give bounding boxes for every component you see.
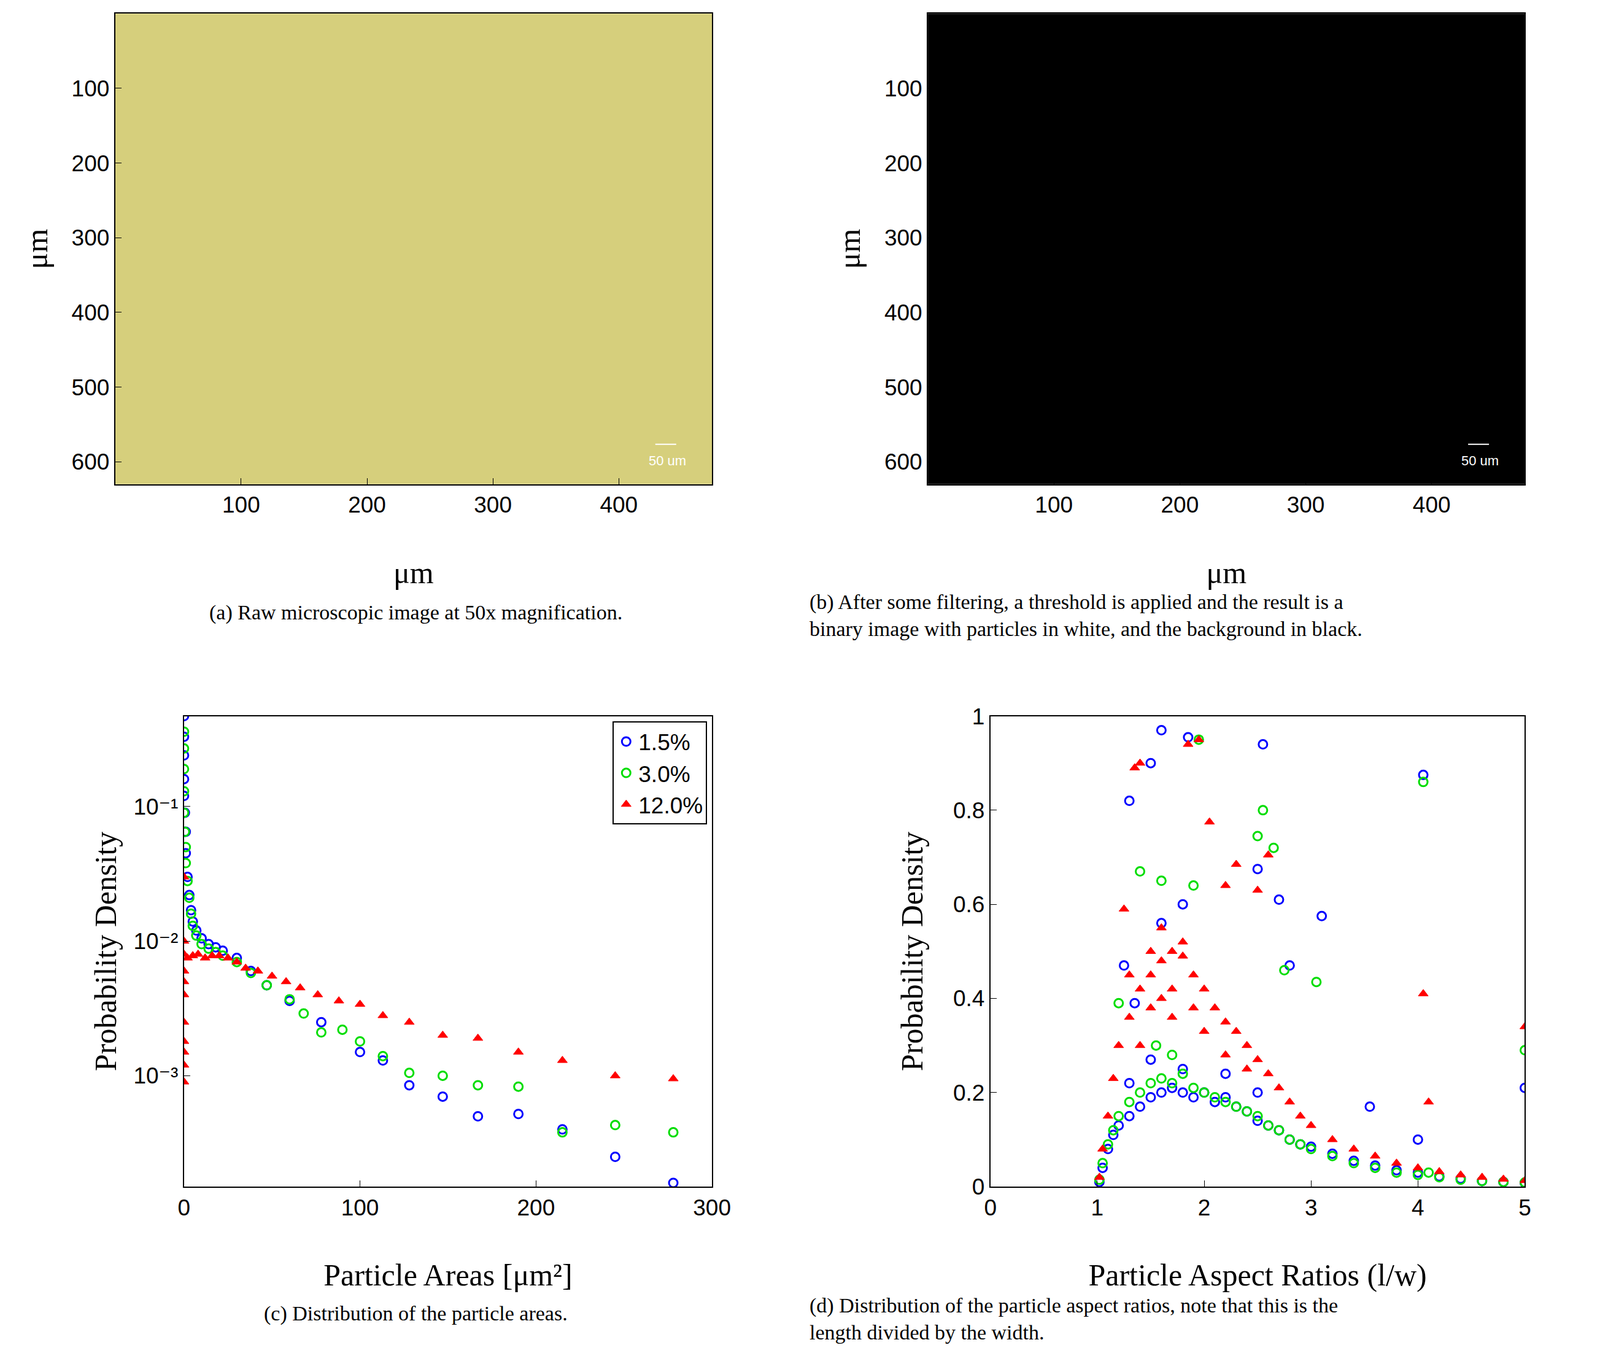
svg-text:300: 300 xyxy=(692,1194,731,1221)
svg-text:100: 100 xyxy=(884,76,923,102)
svg-text:50 um: 50 um xyxy=(1461,452,1499,469)
svg-text:1: 1 xyxy=(972,703,986,730)
svg-text:Particle Aspect Ratios (l/w): Particle Aspect Ratios (l/w) xyxy=(1088,1257,1427,1292)
svg-text:300: 300 xyxy=(884,225,923,251)
svg-text:(c) Distribution of the partic: (c) Distribution of the particle areas. xyxy=(263,1301,568,1326)
svg-text:50 um: 50 um xyxy=(648,452,687,469)
svg-text:Probability Density: Probability Density xyxy=(894,831,930,1071)
svg-text:400: 400 xyxy=(599,492,638,518)
svg-text:3: 3 xyxy=(1304,1194,1318,1221)
svg-text:μm: μm xyxy=(393,555,434,590)
svg-text:5: 5 xyxy=(1518,1194,1532,1221)
svg-text:0.8: 0.8 xyxy=(953,797,985,824)
svg-text:100: 100 xyxy=(71,76,110,102)
svg-text:400: 400 xyxy=(884,300,923,326)
svg-text:1: 1 xyxy=(1091,1194,1105,1221)
svg-text:0: 0 xyxy=(972,1174,986,1200)
svg-text:100: 100 xyxy=(1034,492,1073,518)
svg-text:400: 400 xyxy=(1412,492,1451,518)
svg-text:0.2: 0.2 xyxy=(953,1080,985,1106)
svg-text:μm: μm xyxy=(832,228,867,270)
svg-text:300: 300 xyxy=(1286,492,1326,518)
svg-text:0: 0 xyxy=(177,1194,191,1221)
svg-text:(b) After some filtering, a th: (b) After some filtering, a threshold is… xyxy=(809,590,1363,641)
svg-text:(d) Distribution of the partic: (d) Distribution of the particle aspect … xyxy=(809,1293,1338,1344)
svg-text:4: 4 xyxy=(1411,1194,1425,1221)
svg-text:3.0%: 3.0% xyxy=(638,761,690,787)
svg-text:Particle Areas [μm²]: Particle Areas [μm²] xyxy=(323,1257,573,1292)
svg-text:μm: μm xyxy=(19,228,55,270)
svg-text:200: 200 xyxy=(71,150,110,177)
svg-text:2: 2 xyxy=(1198,1194,1211,1221)
svg-text:12.0%: 12.0% xyxy=(638,792,703,819)
svg-text:0.6: 0.6 xyxy=(953,891,985,917)
svg-text:500: 500 xyxy=(71,374,110,401)
svg-text:200: 200 xyxy=(516,1194,555,1221)
svg-text:0: 0 xyxy=(983,1194,997,1221)
svg-text:400: 400 xyxy=(71,300,110,326)
svg-text:200: 200 xyxy=(884,150,923,177)
svg-text:10⁻¹: 10⁻¹ xyxy=(133,794,178,820)
svg-text:100: 100 xyxy=(222,492,261,518)
svg-text:(a) Raw microscopic image at 5: (a) Raw microscopic image at 50x magnifi… xyxy=(209,600,623,625)
svg-text:300: 300 xyxy=(71,225,110,251)
svg-text:100: 100 xyxy=(341,1194,380,1221)
svg-text:500: 500 xyxy=(884,374,923,401)
svg-text:200: 200 xyxy=(1160,492,1199,518)
svg-text:300: 300 xyxy=(473,492,512,518)
svg-text:600: 600 xyxy=(884,449,923,475)
svg-text:1.5%: 1.5% xyxy=(638,729,690,755)
svg-text:600: 600 xyxy=(71,449,110,475)
svg-text:10⁻²: 10⁻² xyxy=(133,928,178,954)
svg-text:10⁻³: 10⁻³ xyxy=(133,1062,178,1089)
svg-text:200: 200 xyxy=(347,492,387,518)
svg-text:Probability Density: Probability Density xyxy=(88,831,123,1071)
svg-text:0.4: 0.4 xyxy=(953,985,985,1011)
svg-text:μm: μm xyxy=(1205,555,1247,590)
